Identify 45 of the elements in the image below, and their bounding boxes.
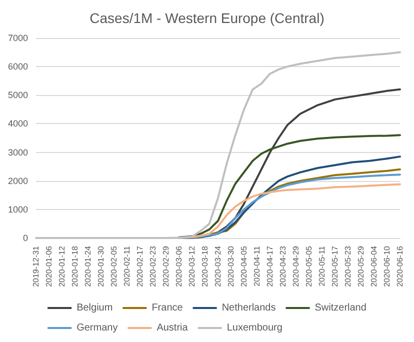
- y-tick-label: 0: [22, 233, 28, 243]
- x-tick-label: 2020-05-23: [344, 245, 352, 287]
- y-tick-label: 7000: [8, 33, 28, 43]
- x-tick-label: 2020-01-30: [96, 245, 106, 287]
- x-tick-label: 2020-05-05: [304, 245, 314, 287]
- x-tick-label: 2020-02-05: [110, 245, 118, 287]
- x-tick-label: 2020-03-12: [188, 245, 196, 287]
- x-tick-label: 2020-01-06: [44, 245, 54, 287]
- legend-label: Switzerland: [314, 302, 366, 314]
- x-tick-label: 2020-03-18: [200, 245, 210, 287]
- x-tick-label: 2019-12-31: [32, 245, 40, 287]
- y-tick-label: 2000: [8, 176, 28, 186]
- y-tick-label: 4000: [8, 118, 28, 129]
- x-tick-label: 2020-05-29: [356, 245, 366, 287]
- y-tick-label: 3000: [8, 147, 28, 158]
- x-tick-label: 2020-03-24: [214, 245, 222, 287]
- chart-title: Cases/1M - Western Europe (Central): [90, 10, 324, 26]
- x-tick-label: 2020-02-11: [122, 245, 132, 286]
- x-tick-label: 2020-04-11: [252, 245, 262, 286]
- x-tick-label: 2020-01-24: [84, 245, 92, 287]
- x-tick-label: 2020-01-12: [58, 245, 66, 287]
- x-tick-label: 2020-05-11: [318, 245, 326, 286]
- legend-label: Austria: [156, 322, 188, 334]
- x-tick-label: 2020-04-29: [292, 245, 300, 287]
- x-tick-label: 2020-04-23: [278, 245, 288, 287]
- y-tick-label: 5000: [8, 90, 28, 100]
- x-tick-label: 2020-05-17: [330, 245, 340, 287]
- x-tick-label: 2020-02-29: [162, 245, 170, 287]
- legend-label: Luxembourg: [226, 322, 282, 334]
- x-tick-label: 2020-06-16: [396, 245, 404, 287]
- x-tick-label: 2020-01-18: [70, 245, 80, 287]
- legend-label: Germany: [76, 322, 118, 334]
- x-tick-label: 2020-03-06: [174, 245, 184, 287]
- x-tick-label: 2020-04-05: [240, 245, 248, 287]
- y-tick-label: 1000: [8, 204, 28, 214]
- x-tick-label: 2020-04-17: [266, 245, 274, 287]
- x-tick-label: 2020-02-23: [148, 245, 158, 287]
- x-tick-label: 2020-06-10: [382, 245, 392, 287]
- legend-label: Netherlands: [222, 302, 276, 314]
- x-tick-label: 2020-06-04: [370, 245, 378, 287]
- x-tick-label: 2020-03-30: [226, 245, 236, 287]
- legend-label: Belgium: [76, 302, 113, 314]
- y-tick-label: 6000: [8, 62, 28, 72]
- x-tick-label: 2020-02-17: [136, 245, 144, 287]
- legend-label: France: [152, 302, 184, 314]
